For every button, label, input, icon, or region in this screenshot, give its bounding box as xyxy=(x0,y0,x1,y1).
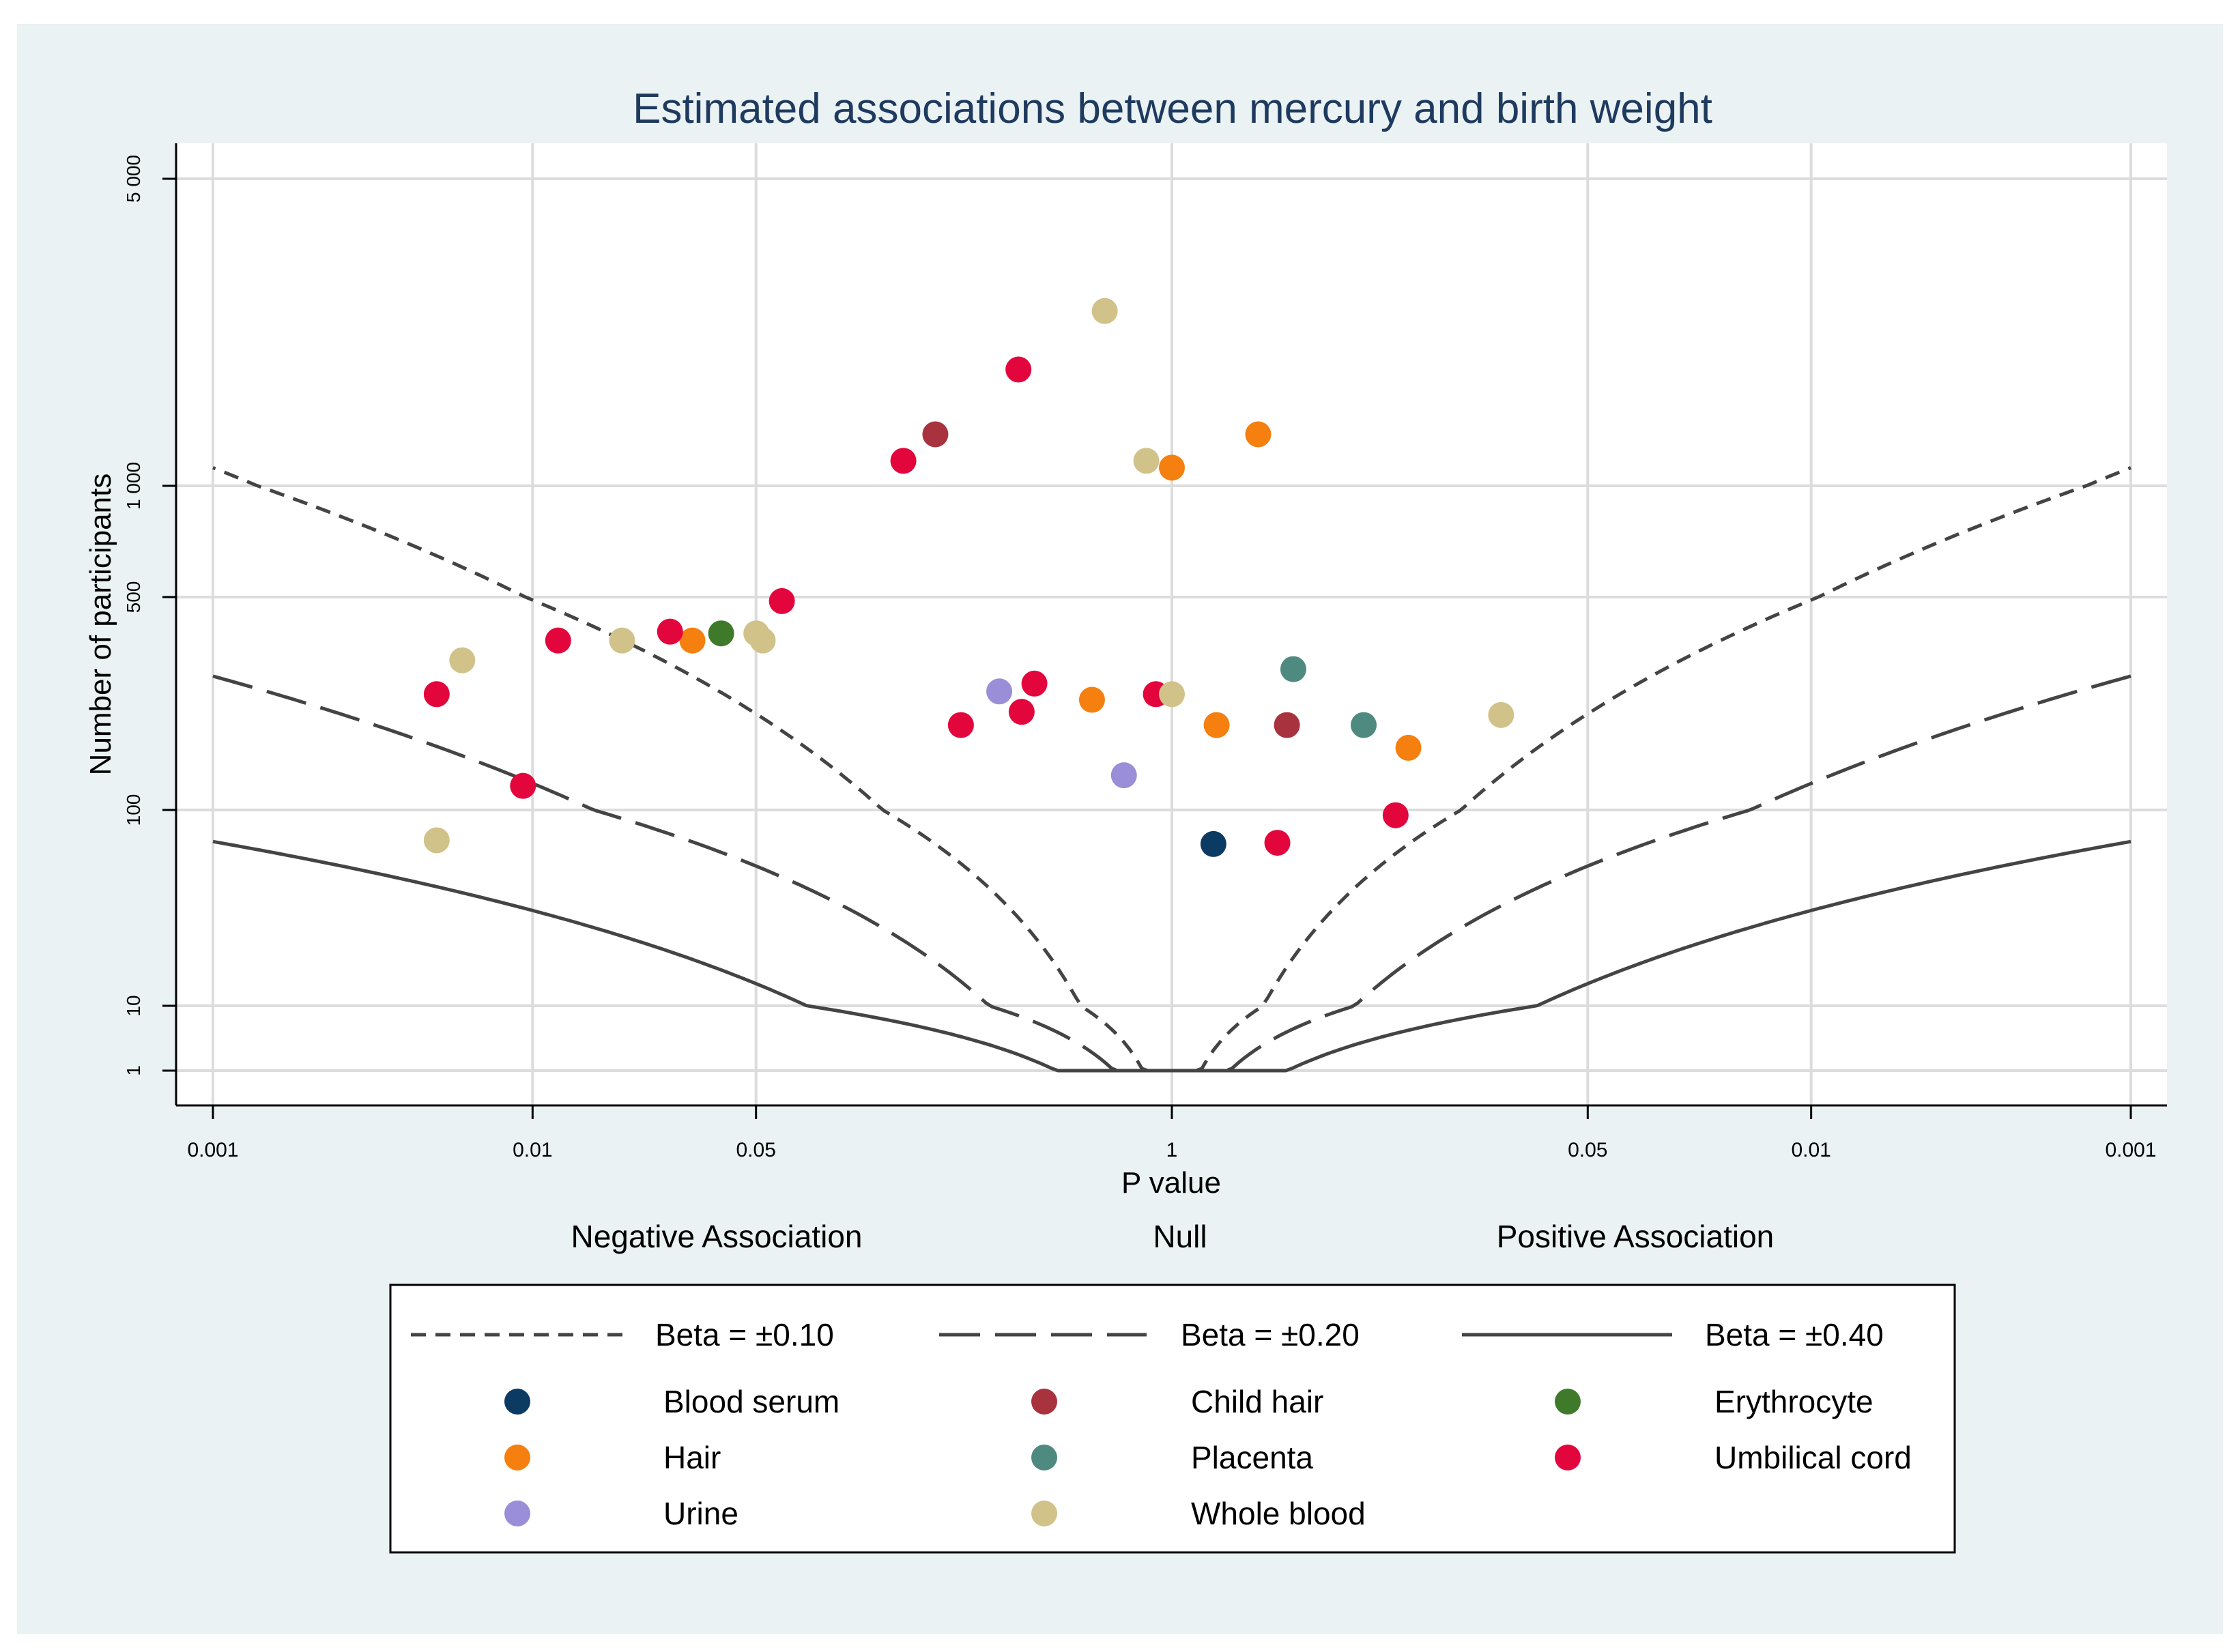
y-tick-label-5: 5 000 xyxy=(123,155,144,203)
curve-beta-0-negative xyxy=(212,466,1172,1073)
x-axis-label: P value xyxy=(1121,1166,1221,1200)
point-hair-0 xyxy=(679,627,706,654)
legend-label-child-hair: Child hair xyxy=(1191,1384,1323,1419)
point-umbilical-cord-9 xyxy=(1021,670,1048,697)
x-tick-label-3: 1 xyxy=(1166,1139,1178,1161)
legend-label-blood-serum: Blood serum xyxy=(663,1384,839,1419)
point-hair-2 xyxy=(1159,454,1185,481)
point-blood-serum-0 xyxy=(1200,830,1226,857)
point-whole-blood-1 xyxy=(449,647,476,673)
point-whole-blood-5 xyxy=(1091,298,1118,324)
point-child-hair-1 xyxy=(1274,712,1300,738)
legend-marker-hair xyxy=(504,1445,530,1470)
axis-ticks: 0.001 0.01 0.05 1 0.05 0.01 0.001 1 10 100 500 1 00… xyxy=(123,155,2157,1161)
point-placenta-0 xyxy=(1280,656,1306,682)
legend-label-curve-2: Beta = ±0.40 xyxy=(1705,1317,1884,1352)
curve-beta-2-positive xyxy=(1172,839,2131,1073)
point-hair-4 xyxy=(1245,421,1272,448)
legend-label-whole-blood: Whole blood xyxy=(1191,1496,1366,1531)
legend-label-urine: Urine xyxy=(663,1496,738,1531)
legend-label-curve-1: Beta = ±0.20 xyxy=(1181,1317,1360,1352)
point-whole-blood-0 xyxy=(423,827,450,854)
legend-box xyxy=(389,1284,1956,1554)
curve-beta-2-negative xyxy=(212,839,1172,1073)
curve-beta-1-positive xyxy=(1172,674,2131,1073)
point-hair-5 xyxy=(1395,734,1422,761)
beta-curves xyxy=(212,466,2131,1073)
legend-label-umbilical-cord: Umbilical cord xyxy=(1714,1440,1912,1475)
y-tick-label-1: 10 xyxy=(123,995,144,1016)
y-axis-label: Number of participants xyxy=(84,474,117,776)
point-umbilical-cord-5 xyxy=(890,448,917,474)
negative-association-label: Negative Association xyxy=(571,1219,862,1254)
legend-label-placenta: Placenta xyxy=(1191,1440,1313,1475)
point-whole-blood-7 xyxy=(1159,681,1185,708)
point-child-hair-0 xyxy=(922,421,949,448)
curve-beta-1-negative xyxy=(212,674,1172,1073)
point-whole-blood-8 xyxy=(1488,701,1514,728)
null-label: Null xyxy=(1153,1219,1207,1254)
point-hair-1 xyxy=(1078,686,1105,713)
point-erythrocyte-0 xyxy=(708,620,734,647)
legend: Beta = ±0.10 Beta = ±0.20 Beta = ±0.40 Bloo… xyxy=(411,1317,1912,1531)
positive-association-label: Positive Association xyxy=(1497,1219,1775,1254)
point-urine-1 xyxy=(1110,762,1137,789)
legend-label-hair: Hair xyxy=(663,1440,721,1475)
legend-marker-placenta xyxy=(1031,1445,1057,1470)
curve-beta-0-positive xyxy=(1172,466,2131,1073)
x-tick-label-2: 0.05 xyxy=(736,1139,776,1161)
legend-label-erythrocyte: Erythrocyte xyxy=(1714,1384,1873,1419)
point-whole-blood-6 xyxy=(1133,448,1160,474)
point-umbilical-cord-7 xyxy=(1005,356,1032,383)
legend-marker-whole-blood xyxy=(1031,1501,1057,1526)
point-umbilical-cord-12 xyxy=(1382,802,1409,828)
point-umbilical-cord-1 xyxy=(510,772,536,799)
y-tick-label-2: 100 xyxy=(123,794,144,826)
x-tick-label-5: 0.01 xyxy=(1791,1139,1830,1161)
point-umbilical-cord-4 xyxy=(769,588,795,614)
x-tick-label-6: 0.001 xyxy=(2105,1139,2156,1161)
legend-marker-blood-serum xyxy=(504,1389,530,1415)
chart-title: Estimated associations between mercury a… xyxy=(633,85,1712,132)
point-umbilical-cord-3 xyxy=(657,618,683,645)
legend-marker-urine xyxy=(504,1501,530,1526)
x-tick-label-0: 0.001 xyxy=(187,1139,238,1161)
y-tick-label-0: 1 xyxy=(123,1065,144,1076)
point-hair-3 xyxy=(1203,712,1230,738)
y-tick-label-4: 1 000 xyxy=(123,462,144,510)
x-tick-label-4: 0.05 xyxy=(1568,1139,1607,1161)
point-whole-blood-4 xyxy=(749,627,776,654)
x-tick-label-1: 0.01 xyxy=(513,1139,552,1161)
point-umbilical-cord-8 xyxy=(1008,699,1035,725)
point-urine-0 xyxy=(986,678,1013,705)
y-tick-label-3: 500 xyxy=(123,581,144,613)
legend-marker-umbilical-cord xyxy=(1555,1445,1581,1470)
point-whole-blood-2 xyxy=(609,627,635,654)
data-points xyxy=(423,298,1514,857)
legend-label-curve-0: Beta = ±0.10 xyxy=(655,1317,834,1352)
point-umbilical-cord-6 xyxy=(947,712,974,738)
legend-marker-child-hair xyxy=(1031,1389,1057,1415)
legend-marker-erythrocyte xyxy=(1555,1389,1581,1415)
point-umbilical-cord-11 xyxy=(1264,830,1291,856)
point-umbilical-cord-0 xyxy=(423,681,450,708)
point-placenta-1 xyxy=(1351,712,1377,738)
point-umbilical-cord-2 xyxy=(545,627,571,654)
